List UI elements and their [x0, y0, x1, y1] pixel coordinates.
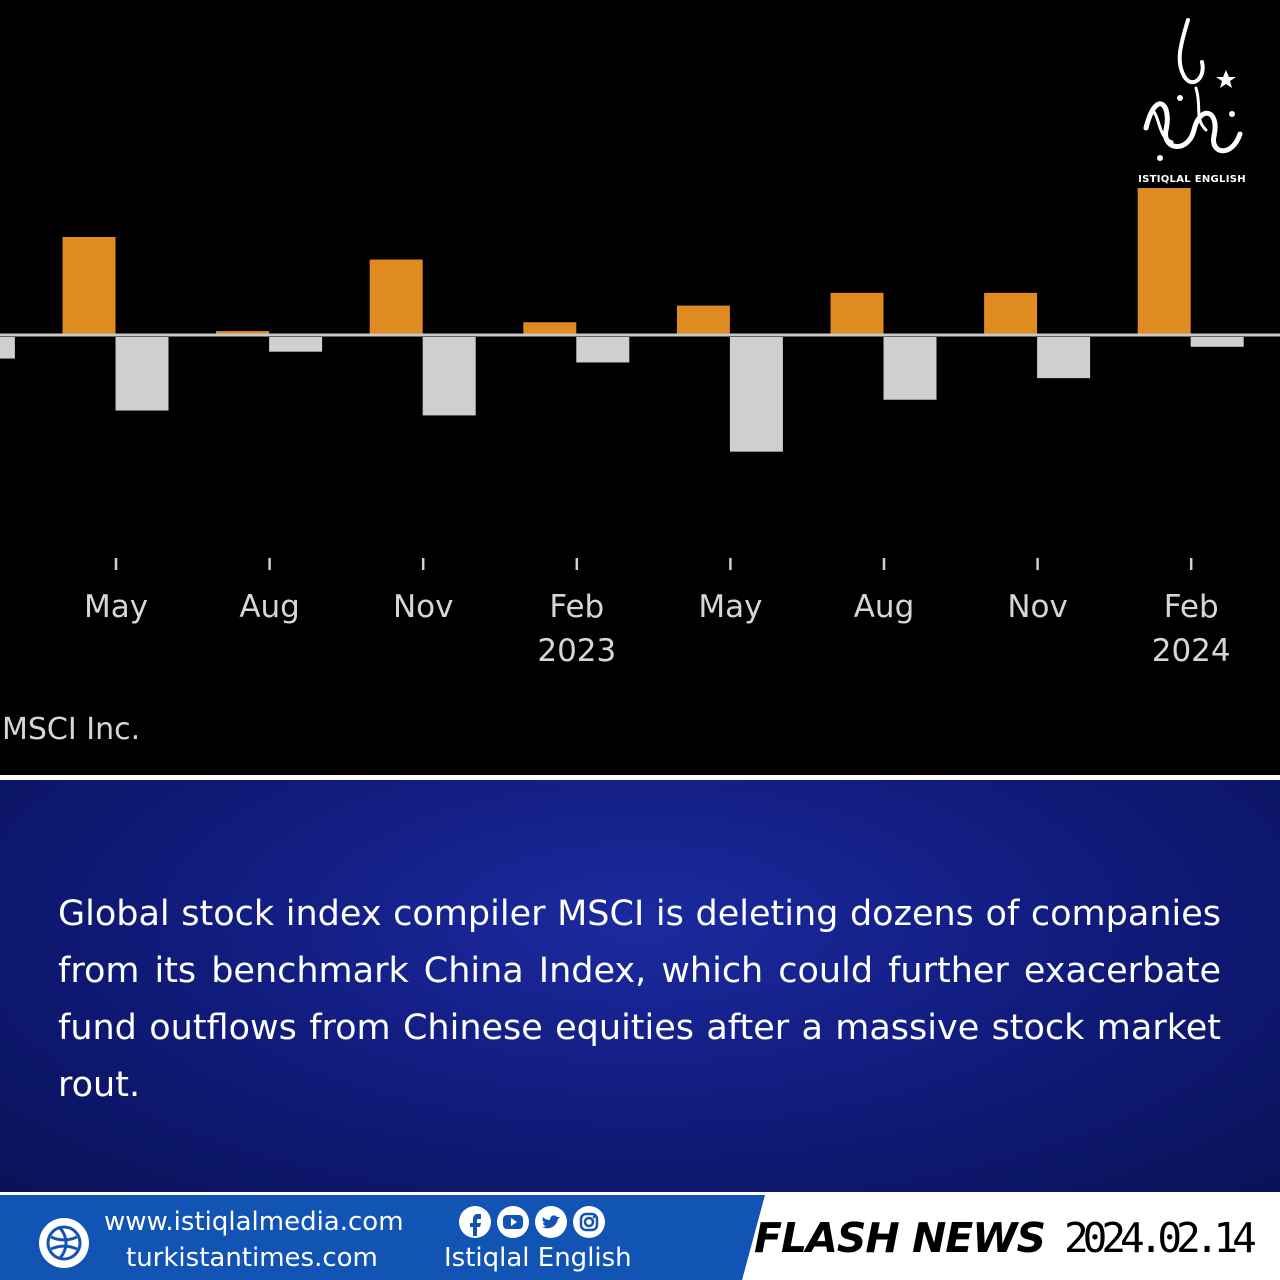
- chart-bar: [1037, 337, 1091, 379]
- footer-bar: www.istiqlalmedia.com turkistantimes.com: [0, 1192, 1280, 1280]
- chart-bar: [676, 305, 730, 335]
- chart-area: May Aug Nov Feb 2023 May Aug Nov Feb 2024 MSCI In…: [0, 18, 1280, 747]
- article-text: Global stock index compiler MSCI is dele…: [58, 894, 1221, 1105]
- chart-bar: [1190, 337, 1244, 347]
- chart-bar: [369, 259, 423, 335]
- article-panel: Global stock index compiler MSCI is dele…: [0, 780, 1280, 1192]
- chart-bar: [984, 292, 1038, 335]
- website-link-istiqlalmedia[interactable]: www.istiqlalmedia.com: [104, 1207, 404, 1237]
- x-axis-month-label: Nov: [393, 589, 454, 625]
- x-axis-labels: May Aug Nov Feb 2023 May Aug Nov Feb 2024: [84, 589, 1231, 669]
- flash-news-date: 2024.02.14: [1064, 1214, 1257, 1262]
- twitter-icon[interactable]: [534, 1205, 568, 1239]
- x-axis-year-label: 2023: [537, 633, 616, 669]
- x-axis-month-label: Feb: [549, 589, 604, 625]
- globe-icon[interactable]: [38, 1217, 90, 1269]
- social-handle[interactable]: Istiqlal English: [444, 1243, 632, 1273]
- youtube-icon[interactable]: [496, 1205, 530, 1239]
- x-axis-month-label: Feb: [1164, 589, 1219, 625]
- bars-layer: [0, 188, 1244, 452]
- website-link-turkistantimes[interactable]: turkistantimes.com: [126, 1243, 378, 1273]
- footer-blue-banner: www.istiqlalmedia.com turkistantimes.com: [0, 1195, 765, 1280]
- chart-bar: [523, 322, 577, 335]
- chart-bar: [62, 237, 116, 335]
- istiqlal-logo: ISTIQLAL ENGLISH: [1136, 18, 1248, 190]
- x-axis-ticks: [114, 558, 1193, 570]
- x-axis-month-label: Aug: [239, 589, 300, 625]
- calligraphy-crescent-logo-icon: [1143, 18, 1243, 161]
- x-axis-month-label: May: [84, 589, 148, 625]
- chart-bar: [1137, 188, 1191, 335]
- x-axis-month-label: Aug: [854, 589, 915, 625]
- chart-bar: [830, 292, 884, 335]
- chart-bar: [576, 337, 630, 363]
- facebook-icon[interactable]: [458, 1205, 492, 1239]
- chart-bar: [422, 337, 476, 416]
- chart-bar: [269, 337, 323, 352]
- x-axis-year-label: 2024: [1152, 633, 1231, 669]
- social-icons: [458, 1205, 606, 1239]
- source-note: MSCI Inc.: [2, 712, 141, 747]
- chart-bar: [883, 337, 937, 400]
- logo-caption: ISTIQLAL ENGLISH: [1138, 174, 1246, 185]
- x-axis-month-label: May: [698, 589, 762, 625]
- chart-bar: [115, 337, 169, 411]
- chart-bar: [729, 337, 783, 452]
- bar-chart: May Aug Nov Feb 2023 May Aug Nov Feb 2024: [0, 188, 1280, 669]
- chart-bar: [0, 337, 15, 359]
- divider: [0, 775, 1280, 780]
- flash-news-label: FLASH NEWS: [754, 1214, 1046, 1262]
- chart-bar: [216, 331, 270, 335]
- instagram-icon[interactable]: [572, 1205, 606, 1239]
- x-axis-month-label: Nov: [1007, 589, 1068, 625]
